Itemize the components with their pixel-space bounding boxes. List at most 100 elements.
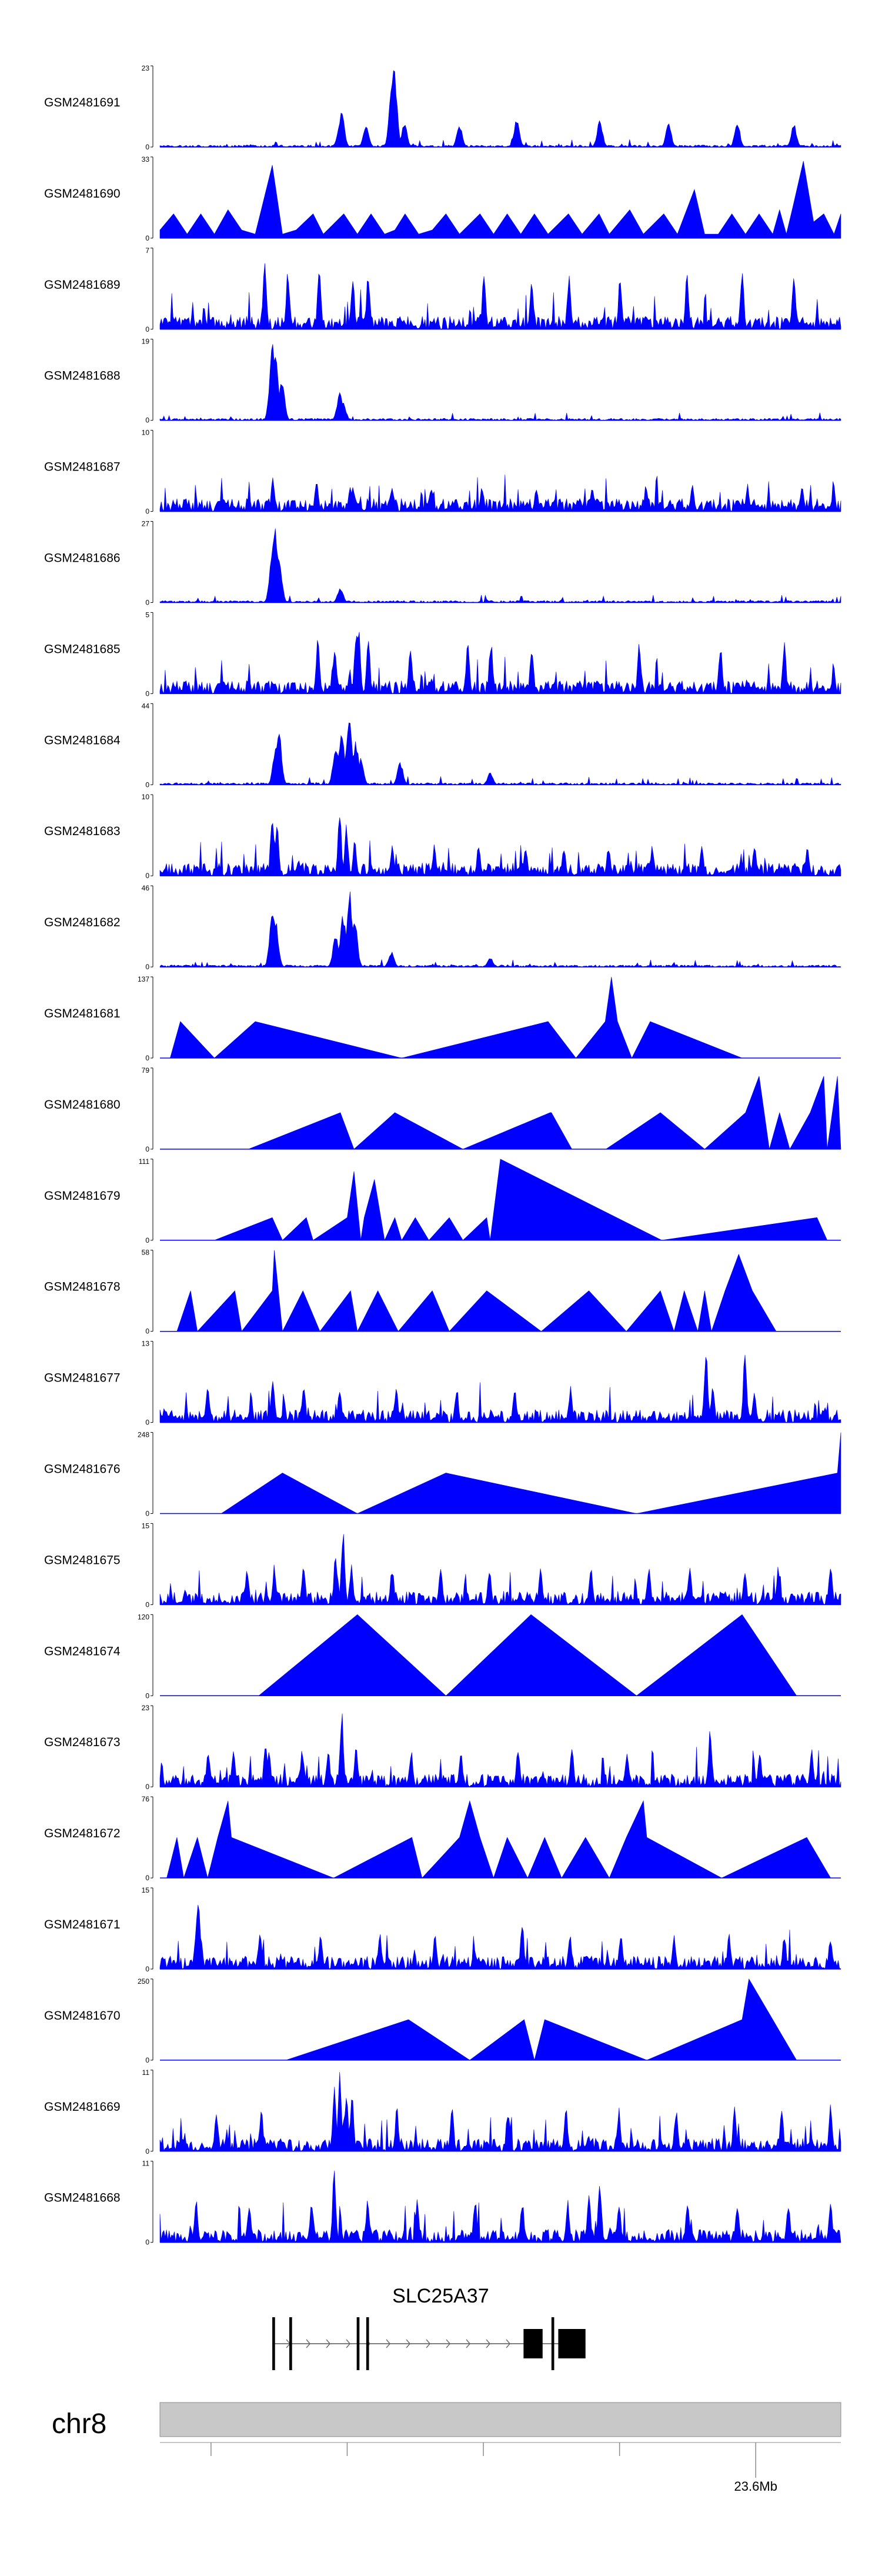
y-max-tick-label: 10 xyxy=(142,793,150,801)
strand-arrow xyxy=(306,2339,310,2348)
strand-arrow xyxy=(326,2339,330,2348)
track-label: GSM2481681 xyxy=(44,1007,121,1020)
y-zero-tick-label: 0 xyxy=(145,1874,149,1882)
coverage-area xyxy=(159,263,841,330)
track-label: GSM2481685 xyxy=(44,642,121,656)
track-label: GSM2481687 xyxy=(44,461,121,474)
track-label: GSM2481677 xyxy=(44,1372,121,1385)
y-max-tick-label: 5 xyxy=(145,610,149,619)
coverage-area xyxy=(159,817,841,877)
track-label: GSM2481680 xyxy=(44,1098,121,1112)
y-max-tick-label: 27 xyxy=(142,520,150,528)
y-zero-tick-label: 0 xyxy=(145,689,149,698)
track-GSM2481691: GSM2481691 23 0 xyxy=(44,64,841,151)
coverage-area xyxy=(159,1354,841,1423)
track-label: GSM2481671 xyxy=(44,1918,121,1931)
track-GSM2481673: GSM2481673 23 0 xyxy=(44,1704,841,1791)
track-GSM2481674: GSM2481674 120 0 xyxy=(44,1613,841,1700)
track-GSM2481690: GSM2481690 33 0 xyxy=(44,155,841,242)
chromosome-label: chr8 xyxy=(52,2408,106,2440)
track-label: GSM2481690 xyxy=(44,187,121,201)
y-max-tick-label: 44 xyxy=(142,702,150,710)
y-max-tick-label: 7 xyxy=(145,246,149,255)
strand-arrow xyxy=(406,2339,410,2348)
strand-arrow xyxy=(506,2339,510,2348)
coverage-area xyxy=(159,70,841,148)
y-zero-tick-label: 0 xyxy=(145,508,149,516)
y-zero-tick-label: 0 xyxy=(145,143,149,151)
track-GSM2481678: GSM2481678 58 0 xyxy=(44,1249,841,1336)
coverage-area xyxy=(176,1250,777,1332)
track-label: GSM2481684 xyxy=(44,733,121,747)
y-max-tick-label: 79 xyxy=(142,1066,150,1075)
track-label: GSM2481679 xyxy=(44,1189,121,1203)
track-GSM2481670: GSM2481670 250 0 xyxy=(44,1977,841,2064)
track-GSM2481675: GSM2481675 15 0 xyxy=(44,1521,841,1609)
y-max-tick-label: 10 xyxy=(142,429,150,437)
y-max-tick-label: 250 xyxy=(138,1977,149,1986)
track-label: GSM2481683 xyxy=(44,825,121,838)
y-max-tick-label: 76 xyxy=(142,1795,150,1803)
y-max-tick-label: 46 xyxy=(142,884,150,892)
y-zero-tick-label: 0 xyxy=(145,2056,149,2064)
y-max-tick-label: 58 xyxy=(142,1249,150,1257)
strand-arrow xyxy=(466,2339,470,2348)
track-GSM2481668: GSM2481668 11 0 xyxy=(44,2160,841,2247)
gene-exon xyxy=(551,2317,554,2370)
y-zero-tick-label: 0 xyxy=(145,599,149,607)
track-GSM2481688: GSM2481688 19 0 xyxy=(44,338,841,425)
y-zero-tick-label: 0 xyxy=(145,1145,149,1153)
gene-exon xyxy=(356,2317,360,2370)
y-zero-tick-label: 0 xyxy=(145,1691,149,1700)
y-max-tick-label: 11 xyxy=(142,2068,150,2077)
coverage-area xyxy=(166,1800,831,1879)
y-zero-tick-label: 0 xyxy=(145,1600,149,1609)
track-GSM2481685: GSM2481685 5 0 xyxy=(44,610,841,698)
coverage-area xyxy=(159,722,841,785)
y-max-tick-label: 23 xyxy=(142,64,150,72)
gene-exon xyxy=(272,2317,275,2370)
coverage-area xyxy=(159,528,841,603)
track-GSM2481684: GSM2481684 44 0 xyxy=(44,702,841,789)
coverage-area xyxy=(159,2170,841,2243)
coverage-area xyxy=(258,1614,797,1696)
gene-exon xyxy=(366,2317,369,2370)
genome-coordinate-label: 23.6Mb xyxy=(734,2479,777,2494)
track-GSM2481671: GSM2481671 15 0 xyxy=(44,1886,841,1973)
coverage-area xyxy=(159,891,841,967)
strand-arrow xyxy=(426,2339,430,2348)
track-label: GSM2481673 xyxy=(44,1736,121,1749)
track-label: GSM2481686 xyxy=(44,552,121,565)
strand-arrow xyxy=(486,2339,490,2348)
track-GSM2481676: GSM2481676 248 0 xyxy=(44,1431,841,1518)
track-GSM2481679: GSM2481679 111 0 xyxy=(44,1157,841,1244)
track-label: GSM2481689 xyxy=(44,278,121,292)
coverage-area xyxy=(159,475,841,512)
coverage-area xyxy=(286,1978,797,2061)
track-GSM2481689: GSM2481689 7 0 xyxy=(44,246,841,333)
coverage-area xyxy=(159,344,841,421)
y-max-tick-label: 23 xyxy=(142,1704,150,1712)
y-max-tick-label: 15 xyxy=(142,1886,150,1894)
track-label: GSM2481691 xyxy=(44,96,121,109)
track-GSM2481683: GSM2481683 10 0 xyxy=(44,793,841,880)
gene-exon xyxy=(523,2329,543,2358)
y-max-tick-label: 111 xyxy=(139,1157,150,1166)
y-zero-tick-label: 0 xyxy=(145,963,149,971)
coverage-area xyxy=(214,1159,828,1241)
track-label: GSM2481668 xyxy=(44,2191,121,2205)
chromosome-track: chr8 23.6Mb xyxy=(52,2402,841,2494)
y-zero-tick-label: 0 xyxy=(145,1236,149,1244)
y-zero-tick-label: 0 xyxy=(145,325,149,333)
y-max-tick-label: 33 xyxy=(142,155,150,163)
track-label: GSM2481674 xyxy=(44,1644,121,1658)
coverage-area xyxy=(248,1076,841,1150)
gene-exon xyxy=(289,2317,292,2370)
coverage-area xyxy=(159,1713,841,1788)
track-label: GSM2481669 xyxy=(44,2100,121,2114)
gene-name-label: SLC25A37 xyxy=(392,2285,489,2307)
coverage-area xyxy=(220,1432,841,1514)
track-GSM2481672: GSM2481672 76 0 xyxy=(44,1795,841,1882)
coverage-area xyxy=(159,1534,841,1606)
